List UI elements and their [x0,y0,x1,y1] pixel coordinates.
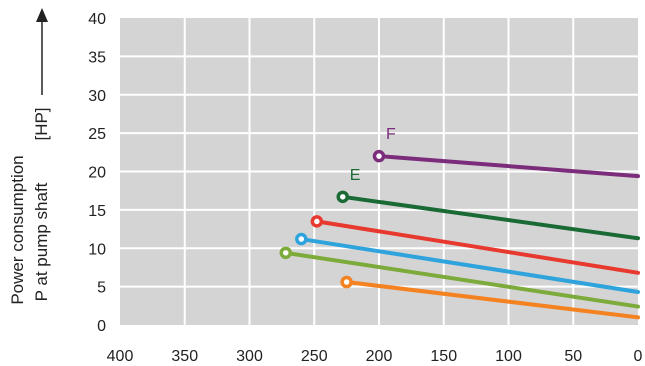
y-tick-label-5: 5 [97,280,106,297]
x-tick-label-150: 150 [430,348,457,365]
series-marker-f [372,149,386,163]
x-tick-label-50: 50 [564,348,582,365]
y-tick-label-40: 40 [88,11,106,28]
series-markers [279,149,386,289]
y-axis-title-line1: Power consumption [8,155,27,304]
y-tick-label-0: 0 [97,318,106,335]
arrow-up-icon [36,8,48,22]
series-line-5 [283,250,640,309]
grid-lines [120,18,638,325]
series-line-e [340,194,640,241]
y-tick-label-30: 30 [88,88,106,105]
y-tick-label-10: 10 [88,241,106,258]
series-marker-4 [295,232,308,246]
x-tick-label-100: 100 [495,348,522,365]
y-tick-label-25: 25 [88,126,106,143]
x-tick-label-350: 350 [171,348,198,365]
y-tick-label-35: 35 [88,49,106,66]
y-axis-title-line2: P at pump shaft [32,182,51,301]
series-marker-e [336,190,349,204]
series-lines [283,154,640,320]
y-axis-title: Power consumption P at pump shaft [HP] [8,8,51,305]
series-line-6 [344,280,640,320]
x-tick-label-300: 300 [236,348,263,365]
series-line-f [377,154,640,179]
series-marker-3 [310,215,324,228]
y-tick-label-20: 20 [88,165,106,182]
series-line-3 [314,219,640,275]
series-label-f: F [386,126,396,143]
series-marker-5 [279,246,293,260]
x-tick-label-400: 400 [107,348,134,365]
series-label-e: E [350,167,361,184]
series-line-4 [299,237,640,294]
series-labels: FE [350,126,396,184]
y-tick-label-15: 15 [88,203,106,220]
series-marker-6 [340,275,353,289]
y-axis-unit: [HP] [32,107,51,140]
x-axis-ticks: 400 350 300 250 200 150 100 50 0 [107,348,643,365]
x-tick-label-0: 0 [634,348,643,365]
x-tick-label-250: 250 [301,348,328,365]
x-tick-label-200: 200 [366,348,393,365]
y-axis-ticks: 0 5 10 15 20 25 30 35 40 [88,11,106,335]
